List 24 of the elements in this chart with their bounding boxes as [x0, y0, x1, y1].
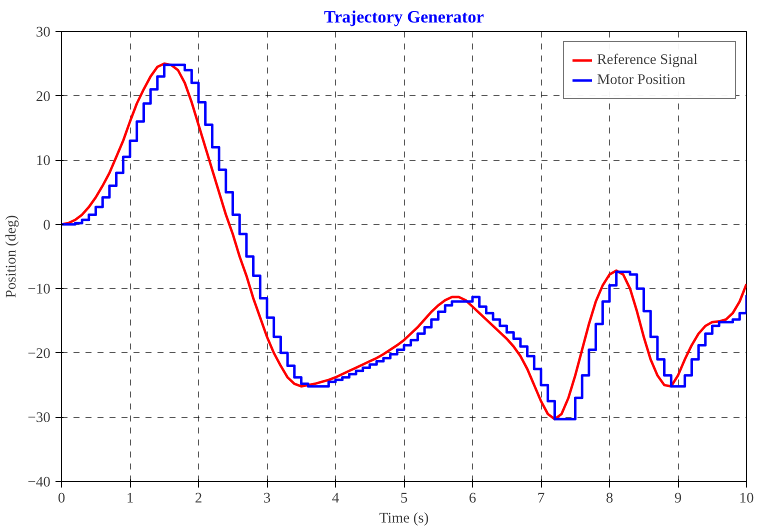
x-tick-label: 7 [537, 490, 545, 506]
y-tick-label: 20 [36, 88, 50, 105]
y-tick-label: −40 [28, 474, 50, 490]
x-tick-label: 6 [468, 490, 476, 506]
y-tick-label: −10 [28, 282, 50, 298]
x-tick-label: 9 [674, 490, 682, 506]
y-tick-label: −20 [28, 346, 50, 362]
x-tick-label: 1 [126, 490, 134, 506]
y-tick-label: 10 [36, 153, 50, 170]
y-tick-label: 30 [36, 24, 50, 40]
x-tick-label: 8 [606, 490, 614, 506]
y-tick-label: −30 [28, 410, 50, 426]
x-axis-title: Time (s) [379, 510, 429, 526]
legend-label: Motor Position [597, 72, 686, 88]
x-tick-label: 2 [194, 490, 202, 506]
x-tick-label: 5 [400, 490, 408, 506]
x-tick-label: 0 [58, 490, 66, 506]
x-tick-label: 3 [263, 490, 271, 506]
x-tick-label: 4 [332, 490, 340, 506]
y-axis-title: Position (deg) [4, 215, 20, 298]
y-tick-label: 0 [43, 217, 50, 234]
x-tick-label: 10 [739, 490, 754, 506]
chart-title: Trajectory Generator [324, 8, 484, 26]
legend-label: Reference Signal [597, 52, 699, 68]
